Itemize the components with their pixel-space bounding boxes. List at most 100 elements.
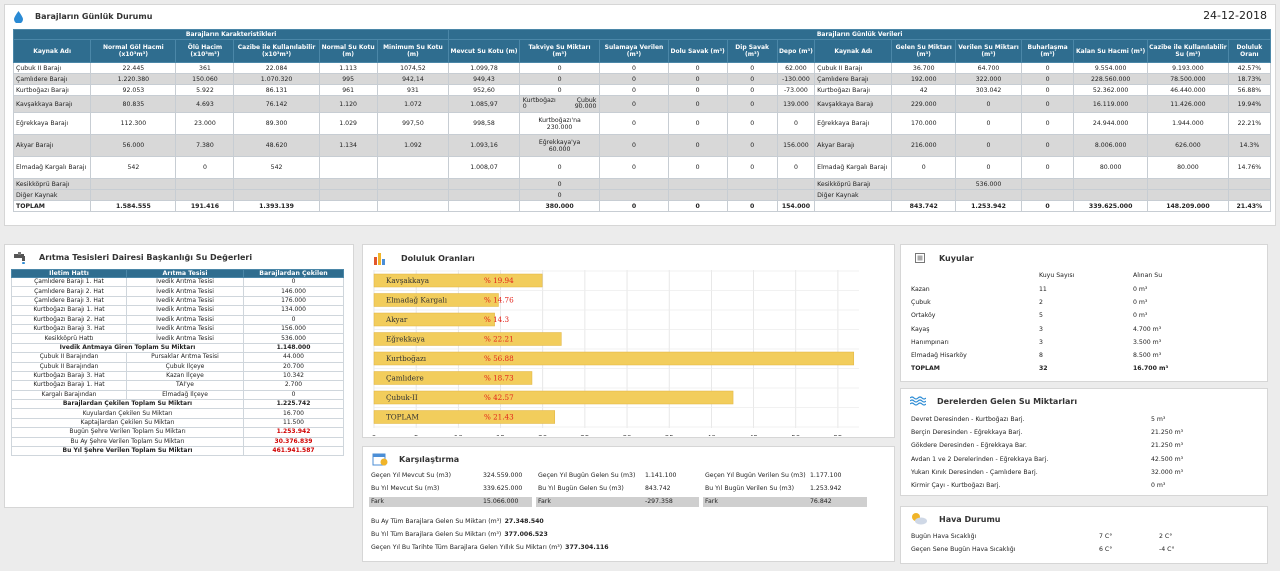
table-cell: 5.922: [175, 84, 235, 96]
table-cell: Elmadağ Kargalı Barajı: [12, 156, 92, 179]
summary-row: Kaptajlardan Çekilen Su Miktarı 11.500: [11, 417, 344, 429]
table-cell: 0: [1020, 62, 1075, 74]
category-label: Akyar: [385, 315, 408, 324]
x-tick-label: 35: [665, 434, 674, 436]
table-cell: Çamlıdere Barajı 1. Hat: [11, 276, 127, 288]
table-cell: 9.193.000: [1147, 62, 1229, 74]
table-cell: 1.085,97: [448, 95, 520, 113]
table-cell: 22.21%: [1227, 112, 1272, 135]
table-cell: 0: [599, 200, 669, 212]
table-cell: 4.693: [175, 95, 235, 113]
table-cell: 0: [667, 134, 728, 157]
table-cell: [376, 156, 450, 179]
table-cell: 80.835: [90, 95, 177, 113]
table-cell: 86.131: [233, 84, 320, 96]
table-cell: 112.300: [90, 112, 177, 135]
summary-value: 1.253.942: [243, 427, 344, 438]
column-header: Barajlardan Çekilen: [243, 269, 344, 278]
table-cell: 0: [599, 95, 669, 113]
table-cell: [726, 178, 778, 190]
table-row: Akyar Barajı 56.000 7.380 48.620 1.134 1.092 1…: [12, 134, 1272, 157]
table-cell: [376, 200, 450, 212]
table-cell: 1.253.942: [955, 200, 1022, 212]
category-label: Elmadağ Kargalı: [386, 296, 448, 305]
table-cell: 0: [667, 62, 728, 74]
table-cell: Pursaklar Arıtma Tesisi: [126, 352, 244, 363]
stream-value: 0 m³: [1151, 482, 1166, 489]
x-tick-label: 25: [580, 434, 589, 436]
table-row: Çubuk II Barajından Çubuk İlçeye 20.700: [11, 361, 344, 372]
summary-row: Bu Yıl Şehre Verilen Toplam Su Miktarı 46…: [11, 446, 344, 457]
bar: [373, 410, 556, 424]
compare-label: Geçen Yıl Bugün Verilen Su (m3): [705, 472, 806, 479]
fill-rate-title: Doluluk Oranları: [401, 254, 475, 263]
category-label: Çubuk-II: [386, 393, 418, 402]
treatment-table: İletim Hattı Arıtma Tesisi Barajlardan Çek…: [11, 269, 344, 457]
table-cell: [376, 189, 450, 201]
table-cell: [1147, 178, 1229, 190]
table-cell: 0: [599, 112, 669, 135]
weather-max: 6 C°: [1099, 546, 1113, 553]
table-cell: 322.000: [955, 73, 1022, 85]
table-cell: 0: [726, 156, 778, 179]
table-cell: 23.000: [175, 112, 235, 135]
table-cell: İvedik Arıtma Tesisi: [126, 314, 244, 325]
table-cell: 24.944.000: [1073, 112, 1149, 135]
summary-value: 461.941.587: [243, 446, 344, 457]
faucet-icon: [14, 252, 25, 264]
table-cell: 0: [243, 389, 344, 401]
table-cell: 0: [518, 156, 601, 179]
table-cell: [776, 178, 816, 190]
well-count: 11: [1039, 286, 1047, 293]
table-row: Elmadağ Kargalı Barajı 542 0 542 1.008,07 0 0 0…: [12, 156, 1272, 179]
table-cell: Eğrekkaya'ya 60.000: [518, 134, 601, 157]
compare-value: 1.141.100: [645, 472, 677, 479]
well-name: Kazan: [911, 286, 930, 293]
table-row: Kurtboğazı Barajı 1. Hat TAİ'ye 2.700: [11, 380, 344, 391]
compare-label: Geçen Yıl Mevcut Su (m3): [371, 472, 452, 479]
fill-rate-chart: 0 5 10 15 20 25 30 35 40 45 50 55 Kavşakkaya % 19.94 E…: [372, 270, 859, 436]
table-cell: 1.113: [318, 62, 378, 74]
table-cell: 52.362.000: [1073, 84, 1149, 96]
table-cell: 361: [175, 62, 235, 74]
table-cell: 48.620: [233, 134, 320, 157]
table-cell: [667, 189, 728, 201]
table-cell: Kazan İlçeye: [126, 370, 244, 382]
table-cell: İvedik Arıtma Tesisi: [126, 305, 244, 316]
table-cell: Kurtboğazı Barajı: [12, 84, 92, 96]
column-header: Normal Göl Hacmi (x10³m³): [90, 39, 177, 63]
table-cell: 20.700: [243, 361, 344, 372]
table-cell: 0: [1020, 156, 1075, 179]
column-header: Minimum Su Kotu (m): [376, 39, 450, 63]
data-label: % 56.88: [484, 354, 514, 363]
table-cell: İvedik Arıtma Tesisi: [126, 323, 244, 335]
table-cell: [448, 189, 520, 201]
takviye-target: Kurtboğazı'na: [538, 116, 581, 124]
table-cell: [667, 178, 728, 190]
category-label: Çamlıdere: [386, 374, 424, 383]
table-cell: 303.042: [955, 84, 1022, 96]
table-cell: 961: [318, 84, 378, 96]
table-cell: 191.416: [175, 200, 235, 212]
stream-value: 21.250 m³: [1151, 442, 1184, 450]
table-cell: 1.134: [318, 134, 378, 157]
table-cell: 0: [776, 112, 816, 135]
weather-label: Geçen Sene Bugün Hava Sıcaklığı: [911, 546, 1016, 553]
dam-status-panel: Barajların Günlük Durumu 24-12-2018 Bara…: [4, 4, 1276, 226]
summary-label: Bugün Şehre Verilen Toplam Su Miktarı: [11, 427, 244, 438]
total-value: 27.348.540: [504, 518, 544, 525]
table-cell: [318, 178, 378, 190]
table-cell: [726, 189, 778, 201]
table-cell: 0: [243, 276, 344, 288]
well-name: Çubuk: [911, 299, 931, 307]
summary-label: Kuyulardan Çekilen Su Miktarı: [11, 408, 244, 419]
table-cell: 170.000: [891, 112, 957, 135]
weather-min: 2 C°: [1159, 533, 1173, 540]
report-date: 24-12-2018: [1203, 9, 1267, 22]
table-cell: 1.008,07: [448, 156, 520, 179]
table-cell: 0: [667, 112, 728, 135]
compare-value: 843.742: [645, 485, 671, 492]
table-cell: 380.000: [518, 200, 601, 212]
column-header: Arıtma Tesisi: [126, 269, 244, 278]
table-cell: Diğer Kaynak: [12, 189, 92, 201]
